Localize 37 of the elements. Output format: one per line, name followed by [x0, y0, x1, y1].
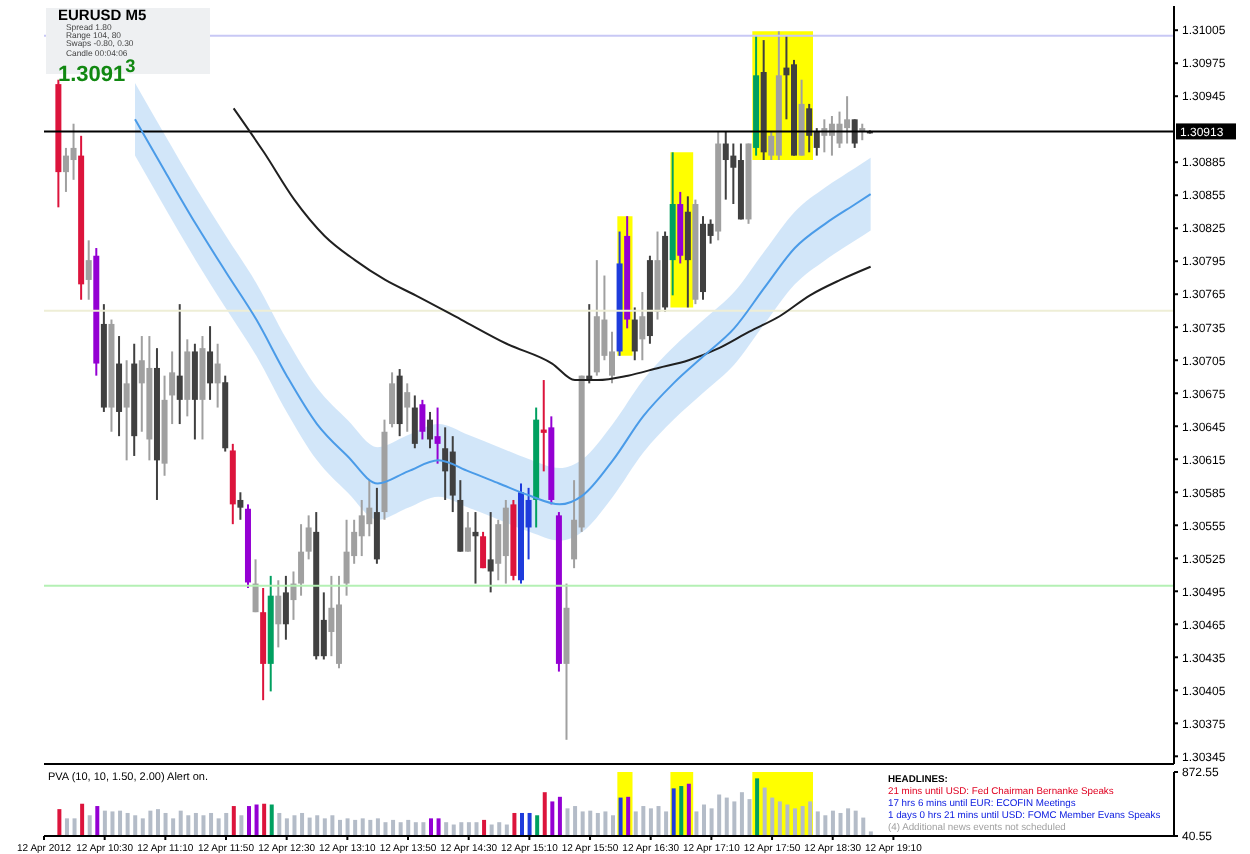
candlestick: [480, 530, 487, 570]
candlestick: [434, 406, 441, 465]
candlestick: [487, 511, 494, 594]
candlestick: [631, 306, 638, 362]
candlestick: [419, 398, 426, 441]
candlestick: [305, 514, 312, 561]
candlestick: [343, 518, 350, 597]
candlestick: [442, 426, 449, 501]
candlestick: [237, 491, 244, 521]
candlestick: [123, 359, 130, 462]
candlestick: [252, 558, 259, 614]
candlestick: [540, 379, 547, 473]
candlestick: [464, 511, 471, 553]
candlestick: [298, 523, 305, 597]
candlestick: [851, 118, 858, 149]
candlestick: [472, 511, 479, 585]
candlestick: [389, 371, 396, 429]
line-series: [134, 118, 872, 506]
candlestick: [282, 574, 289, 641]
candlestick: [207, 325, 214, 401]
candlestick: [214, 342, 221, 409]
candlestick: [85, 239, 92, 301]
candlestick: [70, 122, 77, 181]
candlestick: [176, 303, 183, 426]
candlestick: [844, 95, 851, 145]
candlestick: [806, 102, 813, 154]
candlestick: [639, 291, 646, 362]
candlestick: [404, 382, 411, 433]
candlestick: [275, 579, 282, 649]
candlestick: [411, 394, 418, 450]
candlestick: [62, 146, 69, 193]
line-series: [232, 107, 872, 382]
candlestick: [328, 574, 335, 658]
annotation: 1.3091$^{3}$: [56, 55, 138, 87]
candlestick: [722, 130, 729, 201]
candlestick: [373, 486, 380, 565]
candlestick: [426, 410, 433, 450]
